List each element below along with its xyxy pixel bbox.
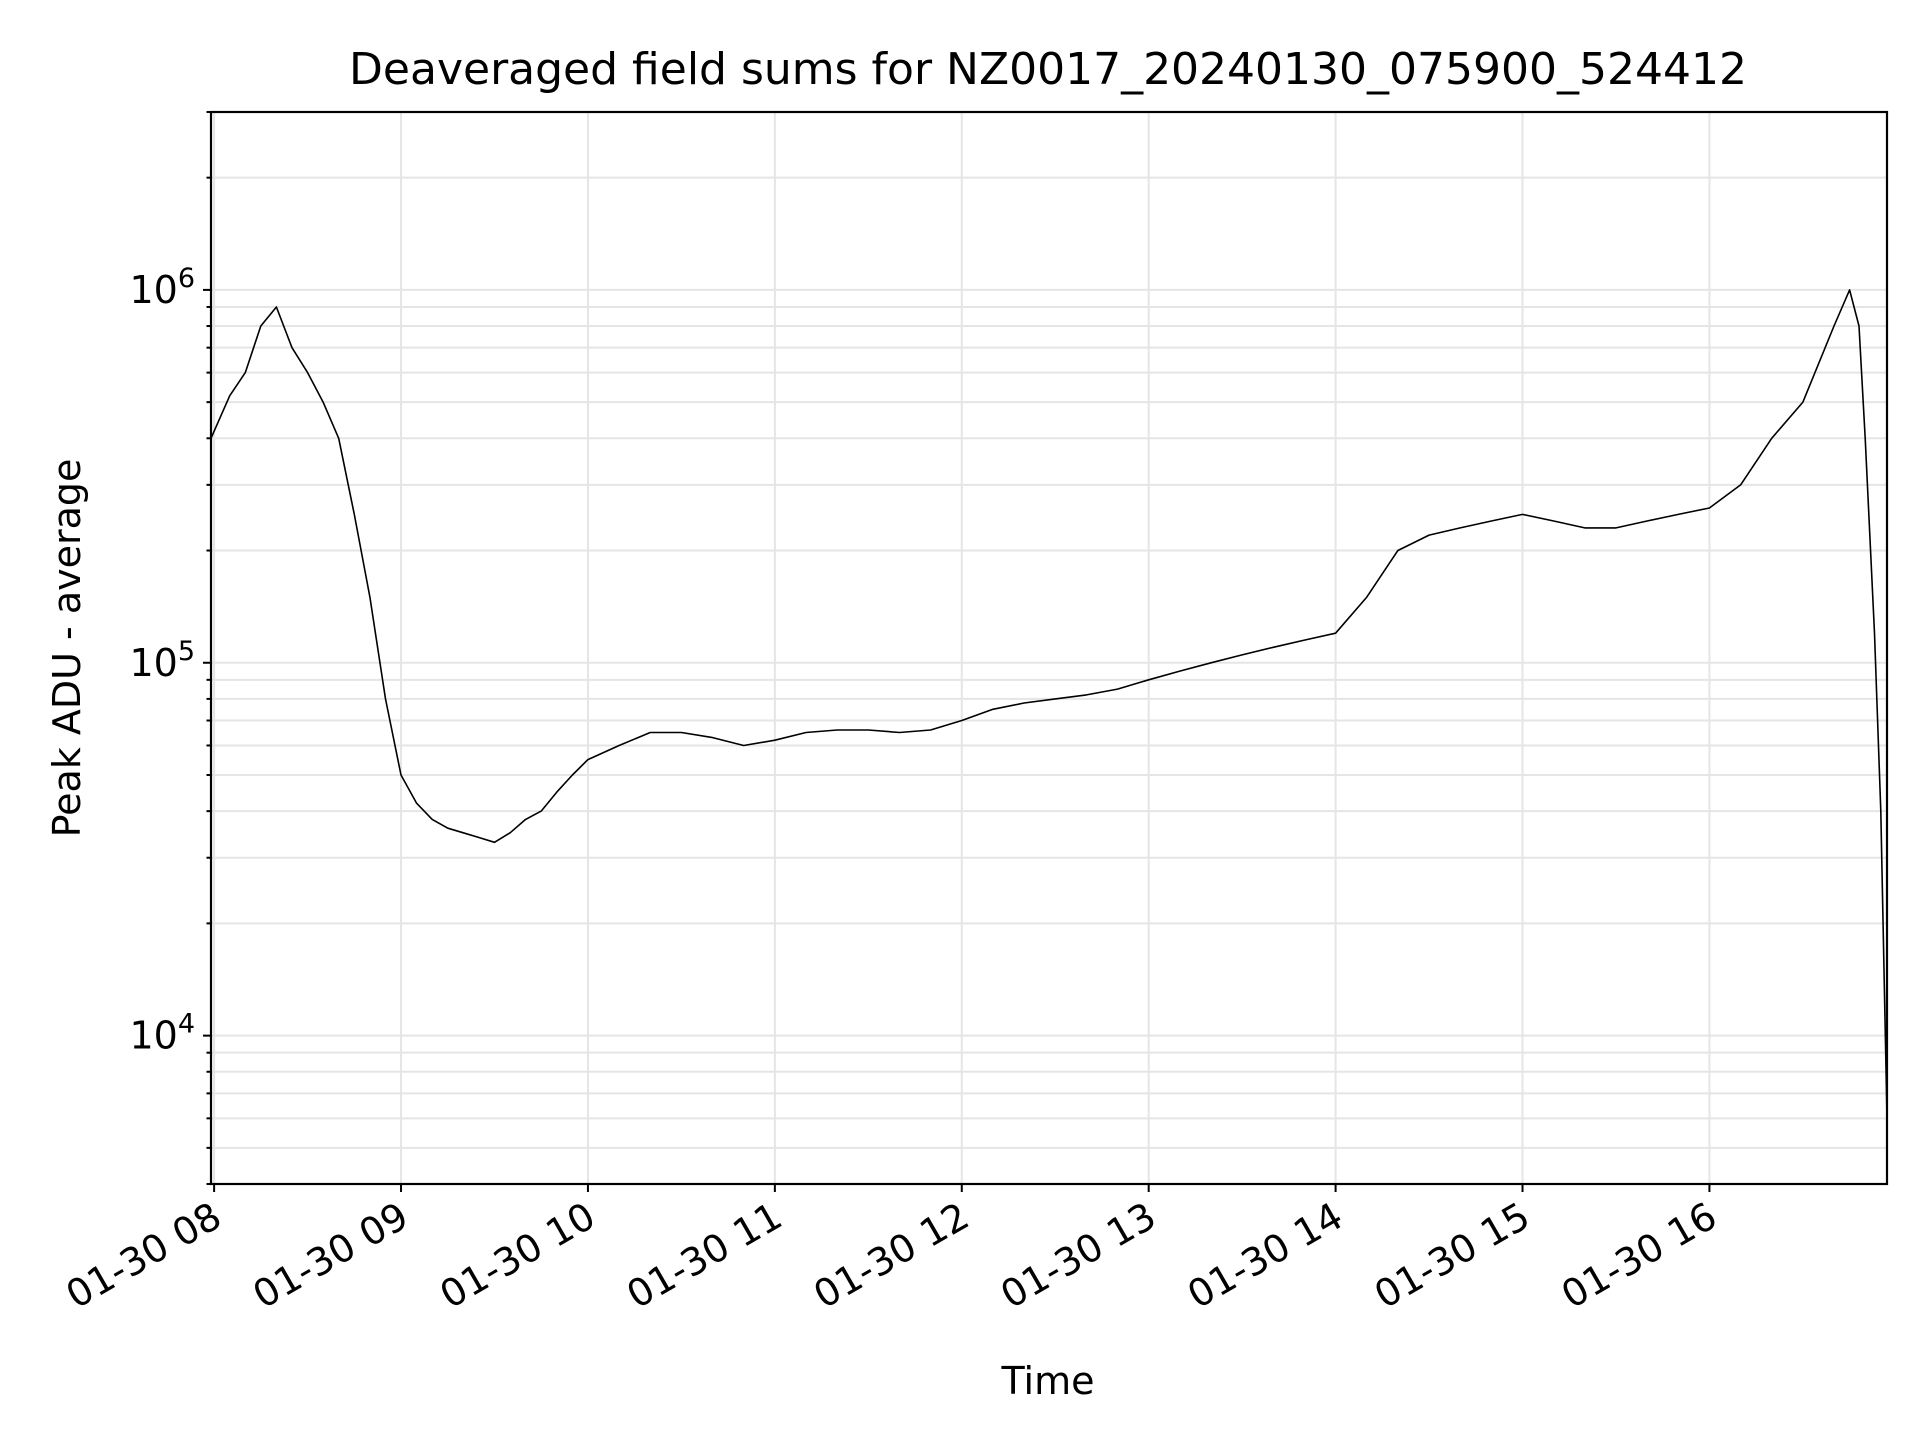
y-axis-ticks: 104 105 106 <box>129 111 211 1185</box>
x-tick-label: 01-30 13 <box>993 1194 1163 1318</box>
x-tick-label: 01-30 16 <box>1554 1194 1724 1318</box>
x-axis-label: Time <box>1001 1359 1095 1403</box>
y-gridlines <box>211 111 1887 1185</box>
x-tick-label: 01-30 11 <box>619 1194 789 1318</box>
x-tick-label: 01-30 15 <box>1367 1194 1537 1318</box>
x-tick-label: 01-30 10 <box>432 1194 602 1318</box>
plot-area-frame <box>209 110 1889 1186</box>
x-tick-label: 01-30 14 <box>1180 1194 1350 1318</box>
chart-title: Deaveraged field sums for NZ0017_2024013… <box>349 44 1747 95</box>
x-tick-label: 01-30 09 <box>246 1194 416 1318</box>
data-series-line <box>210 289 1888 1119</box>
y-tick-label: 104 <box>129 1009 195 1058</box>
y-axis-label: Peak ADU - average <box>45 459 89 838</box>
x-axis-ticks: 01-30 08 01-30 09 01-30 10 01-30 11 01-30 12… <box>59 1184 1724 1317</box>
data-series-group <box>210 289 1888 1119</box>
x-tick-label: 01-30 12 <box>806 1194 976 1318</box>
y-tick-label: 106 <box>129 263 195 312</box>
y-tick-label: 105 <box>129 636 195 685</box>
x-tick-label: 01-30 08 <box>59 1194 229 1318</box>
x-gridlines <box>213 112 1711 1184</box>
